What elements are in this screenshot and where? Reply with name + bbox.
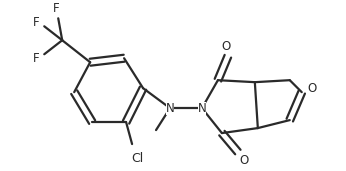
Text: N: N xyxy=(166,102,174,115)
Text: N: N xyxy=(198,102,206,115)
Text: O: O xyxy=(221,40,230,53)
Text: Cl: Cl xyxy=(131,152,143,165)
Text: F: F xyxy=(33,16,39,29)
Text: F: F xyxy=(53,2,60,15)
Text: O: O xyxy=(239,154,248,167)
Text: O: O xyxy=(307,82,316,95)
Text: F: F xyxy=(33,52,39,65)
